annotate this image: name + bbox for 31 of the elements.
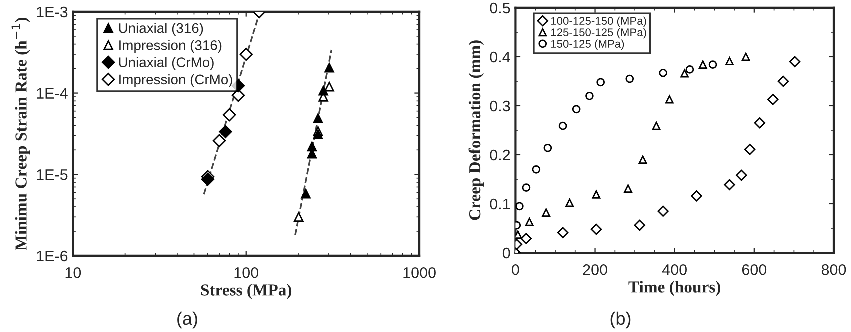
legend-label: Uniaxial (316)	[119, 23, 204, 36]
legend-label: Uniaxial (CrMo)	[119, 57, 214, 70]
legend-label: Impression (316)	[120, 40, 222, 54]
y-tick-label: 0.2	[490, 150, 510, 161]
text: (a)	[178, 312, 198, 329]
y-axis-title: Creep Deformation (mm)	[468, 40, 484, 220]
legend-label: Impression (CrMo)	[120, 74, 232, 88]
legend-label: 150-125 (MPa)	[552, 40, 624, 50]
y-tick-label: 0.4	[490, 52, 510, 63]
x-axis-title: Stress (MPa)	[201, 284, 292, 300]
y-tick-label: 1E-6	[37, 250, 68, 262]
x-tick-label: 10	[66, 267, 82, 278]
y-tick-label: 0.1	[490, 198, 510, 210]
y-axis-title: Minimu Creep Strain Rate (h$^{−1}$)	[12, 18, 30, 251]
y-tick-label: 0.5	[490, 2, 510, 14]
y-tick-label: 0.3	[490, 100, 510, 112]
x-tick-label: 0	[512, 264, 520, 276]
legend-label: 125-150-125 (MPa)	[552, 28, 646, 39]
legend-label: 100-125-150 (MPa)	[552, 16, 646, 28]
x-axis-title: Time (hours)	[628, 281, 720, 296]
x-tick-label: 600	[742, 264, 767, 276]
x-tick-label: 400	[662, 264, 687, 276]
y-tick-label: 1E-3	[37, 6, 68, 18]
y-tick-label: 1E-4	[37, 88, 68, 99]
y-tick-label: 0	[502, 248, 510, 259]
x-tick-label: 200	[583, 264, 608, 276]
y-tick-label: 1E-5	[37, 170, 68, 180]
text: (b)	[610, 312, 631, 329]
x-tick-label: 800	[822, 264, 846, 276]
x-tick-label: 1000	[404, 267, 436, 278]
x-tick-label: 100	[234, 267, 259, 278]
